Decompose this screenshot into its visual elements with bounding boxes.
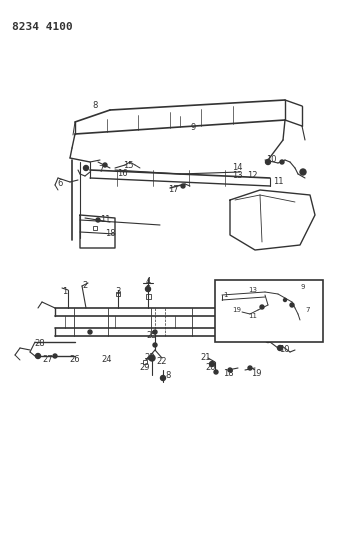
Text: 18: 18 <box>105 229 115 238</box>
Circle shape <box>84 166 88 171</box>
Circle shape <box>88 330 92 334</box>
Text: 2: 2 <box>82 280 88 289</box>
Text: 7: 7 <box>98 166 104 174</box>
Bar <box>116 292 120 296</box>
Text: 12: 12 <box>247 171 257 180</box>
Text: 12: 12 <box>279 335 289 344</box>
Circle shape <box>181 184 185 188</box>
Text: 14: 14 <box>232 333 242 342</box>
Bar <box>93 226 97 230</box>
Text: 11: 11 <box>249 313 257 319</box>
Text: 11: 11 <box>273 176 283 185</box>
Text: 16: 16 <box>117 169 127 179</box>
Text: 1: 1 <box>62 287 68 296</box>
Text: 13: 13 <box>249 287 257 293</box>
Text: 10: 10 <box>279 345 289 354</box>
Text: 18: 18 <box>223 369 233 378</box>
Text: 1: 1 <box>223 292 227 298</box>
Text: 19: 19 <box>233 307 241 313</box>
Text: 10: 10 <box>266 156 276 165</box>
Text: 26: 26 <box>70 356 80 365</box>
Bar <box>146 294 151 298</box>
Circle shape <box>277 345 283 351</box>
Circle shape <box>214 370 218 374</box>
Circle shape <box>266 159 271 165</box>
Text: 9: 9 <box>190 123 195 132</box>
Text: 4: 4 <box>146 278 151 287</box>
Circle shape <box>228 368 232 372</box>
Circle shape <box>103 163 107 167</box>
Circle shape <box>160 376 166 381</box>
Circle shape <box>153 343 157 347</box>
Text: 13: 13 <box>266 329 276 338</box>
Circle shape <box>216 330 220 334</box>
Text: 17: 17 <box>168 184 178 193</box>
Circle shape <box>284 298 287 302</box>
Text: 15: 15 <box>123 161 133 171</box>
Text: 24: 24 <box>102 356 112 365</box>
Circle shape <box>35 353 40 359</box>
Text: 21: 21 <box>201 353 211 362</box>
Text: 3: 3 <box>115 287 121 296</box>
Text: 8234 4100: 8234 4100 <box>12 22 73 32</box>
Text: 7: 7 <box>306 307 310 313</box>
Text: 8: 8 <box>165 370 171 379</box>
Circle shape <box>149 355 155 361</box>
Bar <box>215 280 323 342</box>
Text: 14: 14 <box>232 163 242 172</box>
Bar <box>143 360 147 364</box>
Circle shape <box>300 169 306 175</box>
Text: 22: 22 <box>157 358 167 367</box>
Circle shape <box>266 337 271 343</box>
Text: 29: 29 <box>140 362 150 372</box>
Circle shape <box>153 330 157 334</box>
Text: 6: 6 <box>57 179 63 188</box>
Text: 8: 8 <box>92 101 98 109</box>
Circle shape <box>146 287 151 292</box>
Circle shape <box>260 305 264 309</box>
Text: 28: 28 <box>35 338 45 348</box>
Text: 9: 9 <box>301 284 305 290</box>
Circle shape <box>290 303 294 307</box>
Circle shape <box>248 366 252 370</box>
Circle shape <box>209 361 215 367</box>
Text: 11: 11 <box>100 215 110 224</box>
Text: 27: 27 <box>43 356 53 365</box>
Text: 23: 23 <box>145 352 155 361</box>
Circle shape <box>96 218 100 222</box>
Text: 13: 13 <box>232 171 242 180</box>
Text: 5: 5 <box>146 286 151 295</box>
Circle shape <box>53 354 57 358</box>
Text: 25: 25 <box>147 330 157 340</box>
Text: 19: 19 <box>251 369 261 378</box>
Circle shape <box>280 160 284 164</box>
Text: 20: 20 <box>206 364 216 373</box>
